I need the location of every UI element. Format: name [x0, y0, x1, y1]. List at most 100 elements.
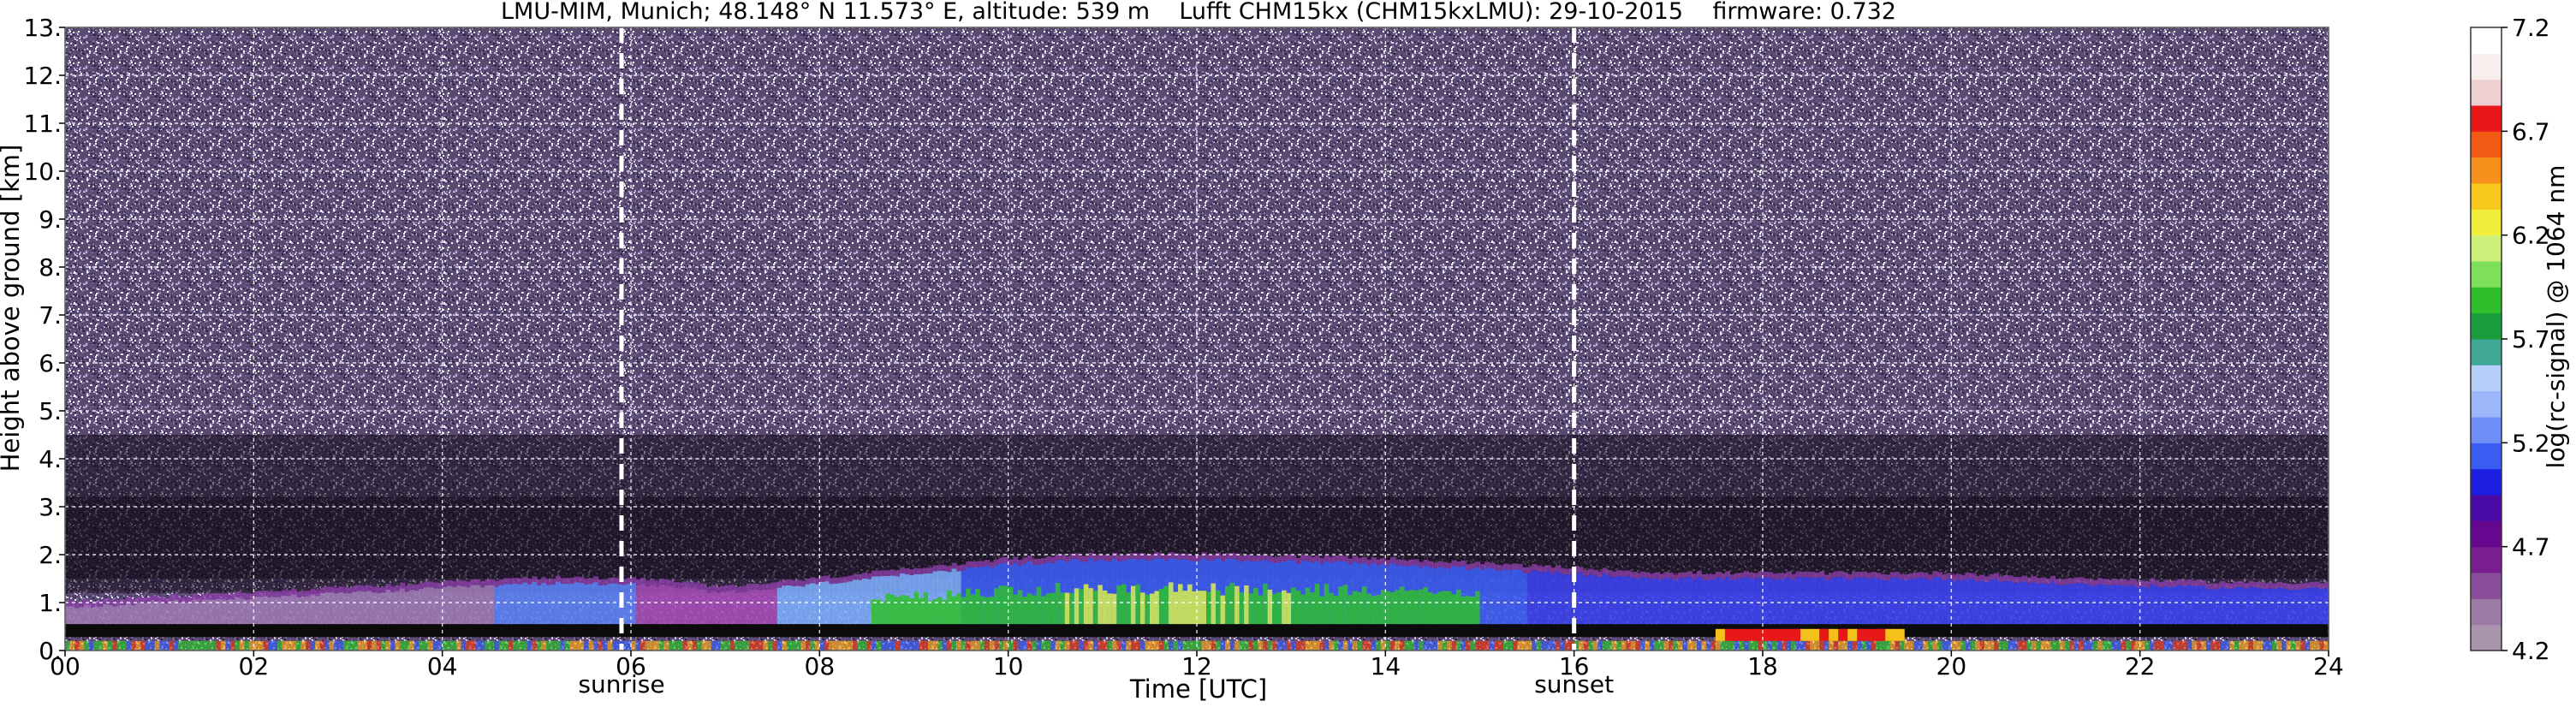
surface-strip	[645, 640, 651, 651]
overlap-band	[687, 624, 693, 638]
aerosol-layer	[338, 591, 344, 625]
surface-strip	[621, 640, 628, 651]
overlap-band	[295, 624, 302, 638]
layer-fringe	[419, 583, 425, 589]
layer-fringe	[607, 578, 613, 584]
surface-strip	[1918, 640, 1924, 651]
overlap-band	[2121, 624, 2127, 638]
aerosol-layer	[1782, 579, 1788, 625]
layer-fringe	[107, 599, 113, 605]
overlap-band	[1526, 624, 1532, 638]
overlap-band	[2299, 624, 2306, 638]
overlap-band	[159, 624, 165, 638]
layer-fringe	[1555, 565, 1561, 572]
overlap-band	[466, 624, 472, 638]
overlap-band	[2064, 624, 2070, 638]
layer-fringe	[1282, 556, 1288, 562]
layer-fringe	[2243, 583, 2249, 590]
low-cloud	[1847, 628, 1858, 641]
aerosol-layer	[470, 585, 476, 625]
overlap-band	[1385, 624, 1391, 638]
aerosol-layer	[2177, 585, 2183, 625]
layer-fringe	[1564, 568, 1570, 575]
layer-fringe	[2182, 580, 2188, 586]
aerosol-layer	[400, 588, 406, 625]
layer-fringe	[229, 593, 235, 600]
overlap-band	[1927, 624, 1933, 638]
surface-strip	[2055, 640, 2061, 651]
surface-strip	[592, 640, 599, 651]
layer-fringe	[1861, 571, 1867, 578]
aerosol-layer	[2252, 587, 2258, 625]
overlap-band	[1649, 624, 1655, 638]
aerosol-layer	[791, 585, 797, 625]
aerosol-layer	[503, 584, 509, 625]
surface-strip	[1295, 640, 1301, 651]
layer-fringe	[829, 578, 835, 585]
surface-strip	[989, 640, 995, 651]
surface-strip	[385, 640, 391, 651]
aerosol-layer	[2224, 588, 2230, 625]
aerosol-layer	[1333, 561, 1339, 625]
surface-strip	[1282, 640, 1288, 651]
layer-fringe	[1432, 562, 1438, 569]
surface-strip	[631, 640, 637, 651]
overlap-band	[1197, 624, 1203, 638]
colorbar-segment	[2471, 183, 2502, 210]
layer-fringe	[1536, 565, 1542, 572]
aerosol-layer	[286, 596, 292, 625]
surface-strip	[786, 640, 792, 651]
layer-fringe	[1347, 558, 1353, 565]
aerosol-layer	[1560, 573, 1566, 625]
aerosol-layer	[1522, 573, 1528, 625]
overlap-band	[1630, 624, 1636, 638]
surface-strip	[2286, 640, 2292, 651]
surface-strip	[470, 640, 476, 651]
overlap-band	[560, 624, 566, 638]
overlap-band	[1376, 624, 1382, 638]
surface-strip	[1951, 640, 1957, 651]
aerosol-layer	[2126, 585, 2132, 625]
aerosol-core	[1008, 586, 1014, 625]
overlap-band	[1998, 624, 2004, 638]
overlap-band	[1442, 624, 1448, 638]
surface-strip	[1494, 640, 1500, 651]
overlap-band	[1158, 624, 1165, 638]
layer-fringe	[192, 593, 198, 600]
overlap-band	[182, 624, 188, 638]
aerosol-layer	[1107, 561, 1113, 625]
aerosol-layer	[621, 585, 628, 625]
layer-fringe	[1814, 572, 1820, 579]
x-tick-label: 10	[993, 652, 1024, 680]
colorbar-tick-label: 7.2	[2512, 14, 2550, 42]
layer-fringe	[385, 584, 391, 590]
colorbar-segment	[2471, 209, 2502, 236]
layer-fringe	[1752, 573, 1759, 579]
colorbar-segment	[2471, 287, 2502, 314]
layer-fringe	[1833, 571, 1839, 578]
surface-strip	[2017, 640, 2023, 651]
aerosol-core	[1225, 585, 1231, 625]
surface-strip	[2295, 640, 2301, 651]
layer-fringe	[1366, 559, 1372, 566]
aerosol-core	[1116, 585, 1122, 625]
aerosol-core	[1187, 584, 1193, 625]
layer-fringe	[711, 585, 717, 591]
layer-fringe	[2229, 583, 2235, 590]
layer-fringe	[248, 593, 254, 600]
y-tick-label: 6.	[39, 349, 62, 377]
layer-fringe	[1041, 558, 1047, 564]
layer-fringe	[1263, 554, 1269, 560]
layer-fringe	[635, 579, 641, 585]
surface-strip	[2323, 640, 2329, 651]
y-tick-label: 2.	[39, 541, 62, 569]
layer-fringe	[1064, 556, 1070, 562]
layer-fringe	[1423, 559, 1429, 566]
overlap-band	[908, 624, 915, 638]
surface-strip	[673, 640, 679, 651]
surface-strip	[1173, 640, 1179, 651]
surface-strip	[725, 640, 731, 651]
low-cloud	[1866, 628, 1877, 641]
aerosol-layer	[1592, 575, 1598, 625]
overlap-band	[1503, 624, 1509, 638]
